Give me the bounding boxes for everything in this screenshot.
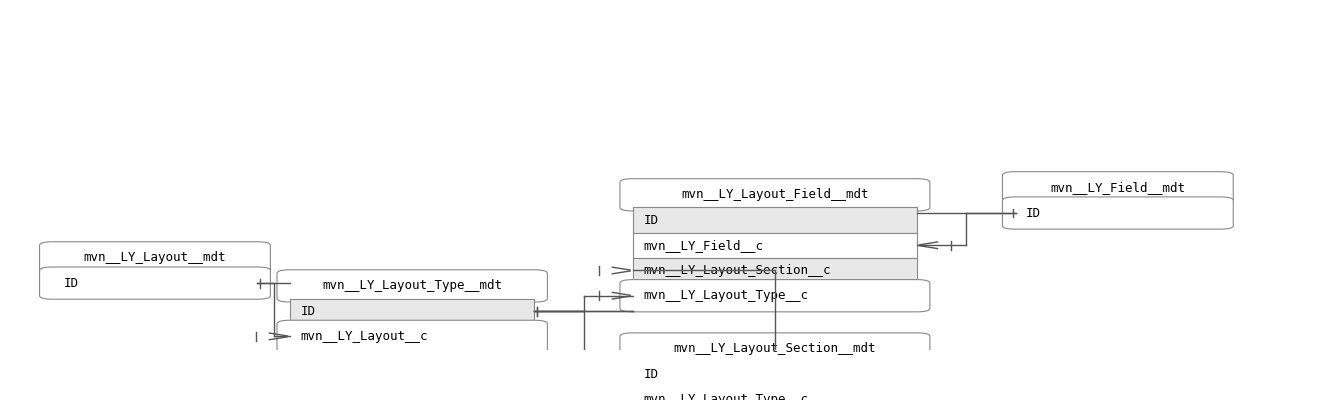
FancyBboxPatch shape xyxy=(620,280,930,312)
FancyBboxPatch shape xyxy=(1002,172,1233,204)
Bar xyxy=(633,362,917,387)
FancyBboxPatch shape xyxy=(277,320,547,352)
Bar xyxy=(633,208,917,233)
Text: mvn__LY_Field__c: mvn__LY_Field__c xyxy=(644,239,764,252)
FancyBboxPatch shape xyxy=(40,242,270,274)
FancyBboxPatch shape xyxy=(40,267,270,299)
FancyBboxPatch shape xyxy=(1002,197,1233,229)
FancyBboxPatch shape xyxy=(620,333,930,365)
Text: ID: ID xyxy=(1026,206,1041,220)
Text: mvn__LY_Layout_Field__mdt: mvn__LY_Layout_Field__mdt xyxy=(681,188,869,201)
FancyBboxPatch shape xyxy=(620,179,930,211)
Text: ID: ID xyxy=(63,277,78,290)
Text: ID: ID xyxy=(644,214,658,226)
Text: mvn__LY_Layout_Type__c: mvn__LY_Layout_Type__c xyxy=(644,393,809,400)
Text: mvn__LY_Layout_Section__mdt: mvn__LY_Layout_Section__mdt xyxy=(674,342,876,356)
Text: ID: ID xyxy=(644,368,658,381)
Text: ID: ID xyxy=(301,305,315,318)
Bar xyxy=(633,258,917,283)
Bar xyxy=(633,233,917,258)
FancyBboxPatch shape xyxy=(277,270,547,302)
Text: mvn__LY_Layout_Type__c: mvn__LY_Layout_Type__c xyxy=(644,289,809,302)
Text: mvn__LY_Layout_Section__c: mvn__LY_Layout_Section__c xyxy=(644,264,831,277)
Bar xyxy=(290,298,534,324)
Text: mvn__LY_Layout_Type__mdt: mvn__LY_Layout_Type__mdt xyxy=(322,280,503,292)
FancyBboxPatch shape xyxy=(620,383,930,400)
Text: mvn__LY_Field__mdt: mvn__LY_Field__mdt xyxy=(1050,181,1186,194)
Text: mvn__LY_Layout__mdt: mvn__LY_Layout__mdt xyxy=(83,251,227,264)
Text: mvn__LY_Layout__c: mvn__LY_Layout__c xyxy=(301,330,429,343)
